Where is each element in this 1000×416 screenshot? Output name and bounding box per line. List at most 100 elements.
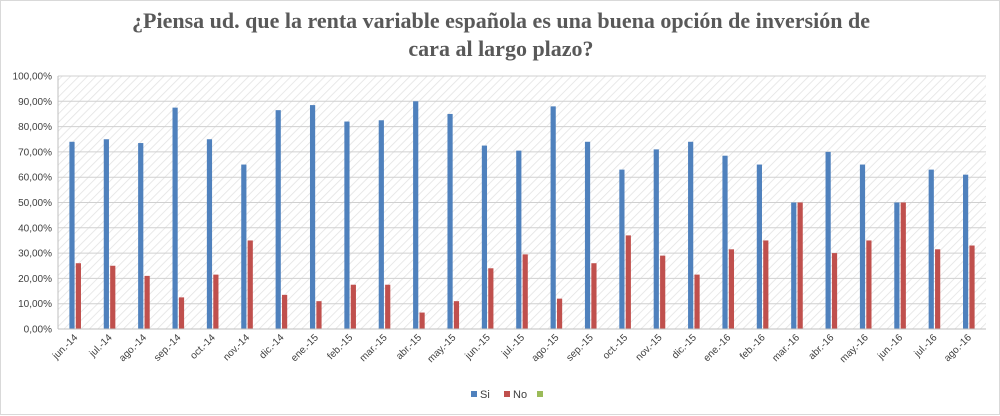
- y-tick-label: 20,00%: [18, 274, 52, 285]
- x-tick-label: jun.-16: [875, 332, 905, 362]
- x-tick-label: mar.-15: [358, 332, 390, 364]
- bar-si-ago.-16: [963, 174, 969, 329]
- x-tick-label: ago.-14: [117, 332, 149, 364]
- y-tick-label: 90,00%: [18, 97, 52, 108]
- bar-si-jun.-14: [69, 141, 75, 329]
- bar-si-nov.-14: [241, 164, 247, 329]
- legend-label-si: Si: [480, 389, 490, 401]
- y-tick-label: 60,00%: [18, 173, 52, 184]
- x-tick-label: ene.-15: [289, 332, 321, 364]
- y-tick-label: 50,00%: [18, 198, 52, 209]
- y-tick-label: 100,00%: [13, 72, 53, 83]
- bar-no-may.-15: [453, 301, 460, 329]
- bar-si-feb.-15: [344, 121, 350, 329]
- y-tick-label: 30,00%: [18, 249, 52, 260]
- bar-no-ago.-16: [969, 245, 975, 329]
- x-tick-label: ago.-16: [942, 332, 974, 364]
- y-tick-label: 80,00%: [18, 122, 52, 133]
- bar-si-nov.-15: [653, 149, 659, 329]
- bar-si-dic.-14: [275, 110, 281, 329]
- bar-si-ene.-15: [309, 105, 316, 329]
- y-tick-label: 40,00%: [18, 223, 52, 234]
- legend-swatch-si: [471, 391, 477, 397]
- x-tick-label: nov.-15: [634, 332, 665, 363]
- bar-si-abr.-15: [413, 101, 419, 329]
- x-tick-label: feb.-15: [325, 332, 355, 362]
- x-tick-label: may.-15: [426, 332, 459, 365]
- legend-swatch-series: [537, 391, 543, 397]
- bar-si-sep.-14: [172, 107, 178, 329]
- bar-no-jun.-14: [75, 263, 81, 329]
- x-tick-label: dic.-15: [670, 332, 699, 361]
- bar-si-abr.-16: [825, 151, 831, 329]
- bar-no-dic.-15: [694, 274, 700, 329]
- y-axis: 0,00% 10,00% 20,00% 30,00% 40,00% 50,00% 60,00…: [13, 72, 59, 336]
- bar-si-jun.-15: [481, 145, 488, 329]
- gridlines: [58, 75, 986, 330]
- x-tick-label: may.-16: [838, 332, 871, 365]
- bar-no-jul.-16: [935, 249, 941, 329]
- bar-no-jun.-15: [488, 268, 494, 329]
- bar-no-ago.-15: [556, 298, 563, 329]
- bar-si-mar.-16: [791, 202, 797, 329]
- bar-si-feb.-16: [756, 164, 762, 329]
- bar-si-jun.-16: [894, 202, 900, 329]
- bar-si-ago.-14: [138, 143, 144, 329]
- bar-no-ene.-16: [728, 249, 735, 329]
- bar-si-may.-16: [859, 164, 866, 329]
- bar-no-jun.-16: [900, 202, 906, 329]
- x-tick-label: jul.-14: [87, 332, 115, 360]
- bar-no-sep.-14: [178, 297, 185, 329]
- legend-swatch-no: [504, 391, 510, 397]
- x-tick-label: oct.-15: [601, 332, 631, 362]
- y-tick-label: 10,00%: [18, 299, 52, 310]
- bar-si-mar.-15: [378, 120, 384, 330]
- bar-si-ene.-16: [722, 155, 728, 329]
- bar-no-abr.-16: [831, 253, 838, 329]
- bar-no-feb.-15: [350, 284, 356, 329]
- x-tick-label: sep.-15: [564, 332, 596, 364]
- x-tick-label: dic.-14: [258, 332, 287, 361]
- x-tick-label: jul.-16: [912, 332, 940, 360]
- x-tick-label: jun.-15: [463, 332, 493, 362]
- x-tick-label: jul.-15: [499, 332, 527, 360]
- bar-no-oct.-15: [625, 235, 631, 329]
- bar-no-abr.-15: [419, 312, 425, 329]
- bar-no-jul.-15: [522, 254, 528, 329]
- bar-si-oct.-15: [619, 169, 625, 329]
- bar-no-sep.-15: [591, 263, 597, 329]
- chart-title-line-2: cara al largo plazo?: [408, 36, 593, 61]
- x-axis: jun.-14 jul.-14 ago.-14 sep.-14 oct.-14 nov.-…: [50, 328, 986, 365]
- bar-no-ene.-15: [316, 301, 322, 329]
- bar-no-oct.-14: [213, 274, 219, 329]
- x-tick-label: sep.-14: [152, 332, 184, 364]
- bar-no-mar.-16: [797, 202, 803, 329]
- x-tick-label: abr.-16: [807, 332, 837, 362]
- x-tick-label: abr.-15: [394, 332, 424, 362]
- bar-no-ago.-14: [144, 275, 150, 329]
- y-tick-label: 0,00%: [24, 325, 52, 336]
- x-tick-label: nov.-14: [221, 332, 252, 363]
- x-tick-label: ene.-16: [702, 332, 734, 364]
- bar-si-may.-15: [447, 113, 453, 329]
- x-tick-label: feb.-16: [738, 332, 768, 362]
- x-tick-label: ago.-15: [530, 332, 562, 364]
- bar-no-may.-16: [866, 240, 872, 329]
- bar-no-jul.-14: [110, 265, 116, 329]
- bar-si-sep.-15: [584, 141, 591, 329]
- bar-si-jul.-15: [516, 150, 522, 329]
- chart-title-line-1: ¿Piensa ud. que la renta variable españo…: [132, 8, 870, 33]
- bar-si-ago.-15: [550, 106, 556, 329]
- bar-no-feb.-16: [763, 240, 769, 329]
- x-tick-label: mar.-16: [770, 332, 802, 364]
- legend: Si No: [471, 389, 543, 401]
- bars: [69, 101, 975, 330]
- bar-no-nov.-15: [660, 255, 666, 329]
- bar-no-dic.-14: [282, 294, 288, 329]
- bar-si-oct.-14: [206, 139, 213, 329]
- bar-no-nov.-14: [247, 240, 253, 329]
- x-tick-label: oct.-14: [188, 332, 218, 362]
- bar-si-jul.-16: [928, 169, 934, 329]
